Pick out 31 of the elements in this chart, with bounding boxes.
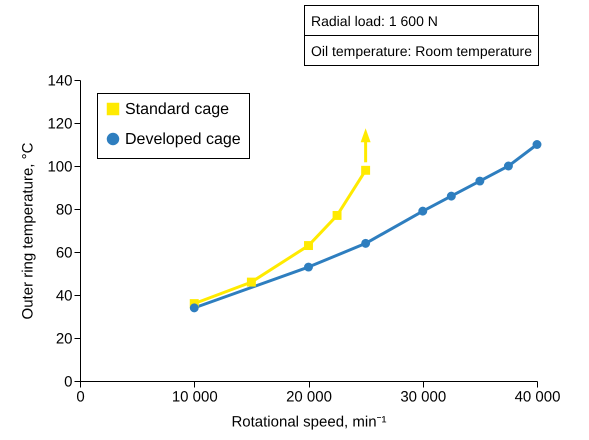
y-tick-label: 60: [56, 244, 72, 262]
point: [361, 238, 370, 248]
point: [246, 278, 256, 287]
legend-label: Developed cage: [125, 131, 241, 148]
point: [361, 166, 370, 175]
point: [475, 176, 484, 186]
text: Oil temperature: Room temperature: [305, 35, 538, 65]
y-tick-label: 20: [56, 330, 72, 348]
x-tick-label: 20 000: [286, 388, 332, 406]
point: [304, 262, 313, 272]
y-axis-title: Outer ring temperature, °C: [19, 142, 36, 320]
point: [418, 206, 428, 216]
y-tick-label: 100: [47, 158, 72, 176]
y-tick-label: 140: [47, 72, 72, 90]
point: [190, 303, 199, 312]
y-tick-label: 120: [47, 116, 72, 132]
point: [332, 210, 342, 220]
y-tick-label: 80: [56, 202, 72, 218]
point: [532, 140, 542, 149]
x-tick-label: 30 000: [400, 388, 446, 406]
y-tick-label: 0: [64, 374, 72, 390]
y-tick-label: 40: [56, 288, 72, 304]
point: [446, 192, 456, 201]
x-axis-title: Rotational speed, min⁻¹: [231, 414, 387, 430]
point: [504, 162, 513, 170]
x-tick-label: 40 000: [514, 388, 560, 406]
x-tick-label: 10 000: [172, 388, 218, 406]
legend-label: Standard cage: [125, 101, 230, 118]
point: [304, 241, 313, 250]
x-tick-label: 0: [76, 388, 85, 406]
text: Radial load: 1 600 N: [310, 12, 439, 31]
